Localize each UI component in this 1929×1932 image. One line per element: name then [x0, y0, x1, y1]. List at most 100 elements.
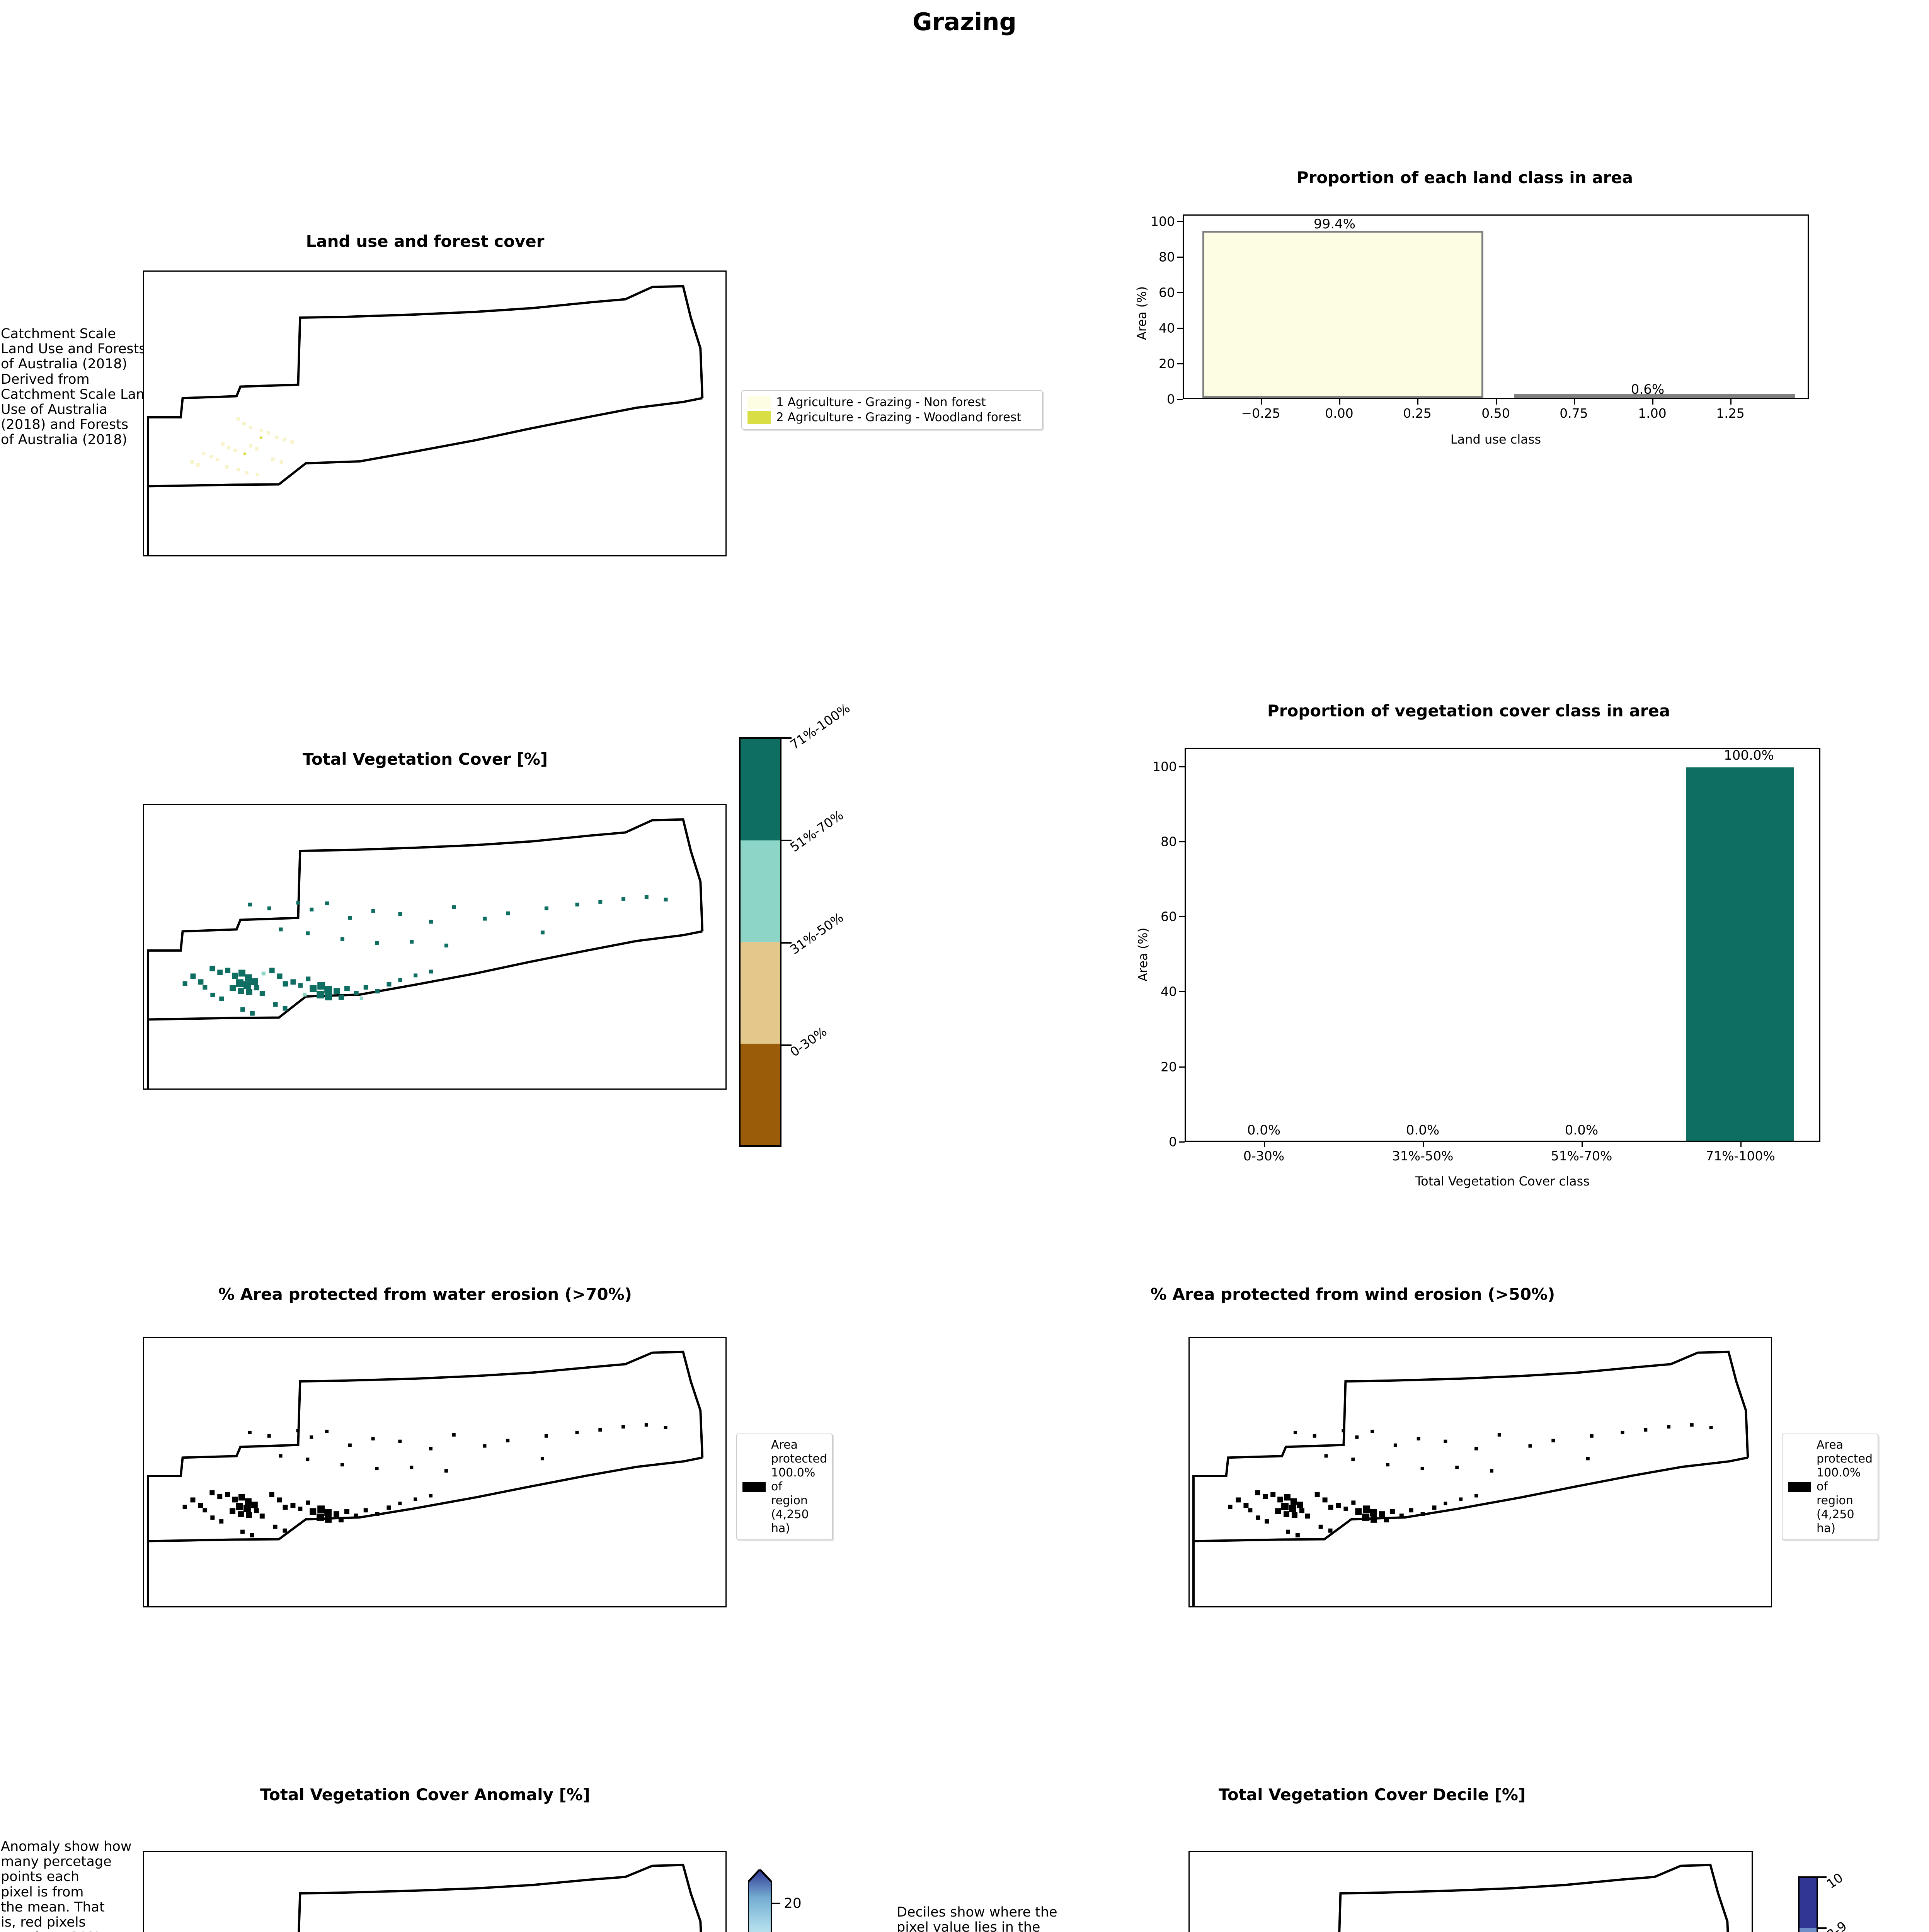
ytickmark-80: [1177, 257, 1183, 258]
cbar-label-71-100: 71%-100%: [787, 700, 853, 753]
land-use-legend[interactable]: 1 Agriculture - Grazing - Non forest 2 A…: [741, 390, 1043, 430]
veg-ytick-0: 0: [1169, 1134, 1177, 1150]
veg-cover-colorbar[interactable]: [739, 737, 781, 1147]
water-erosion-map[interactable]: [143, 1337, 727, 1607]
xtickmark-3: [1496, 399, 1497, 405]
wind-erosion-legend-swatch: [1788, 1482, 1811, 1492]
land-use-pixels: [190, 417, 294, 476]
ytickmark-60: [1177, 292, 1183, 293]
decile-label-8-9: 8-9: [1823, 1918, 1850, 1932]
cbar-label-51-70: 51%-70%: [787, 807, 846, 855]
decile-map[interactable]: [1188, 1851, 1753, 1932]
veg-cover-map-svg: [146, 818, 704, 1088]
wind-erosion-legend-item[interactable]: Area protected 100.0% of region (4,250 h…: [1788, 1438, 1873, 1536]
veg-ytick-20: 20: [1161, 1059, 1177, 1075]
decile-colorbar[interactable]: [1798, 1876, 1818, 1932]
land-class-chart-title: Proportion of each land class in area: [1296, 168, 1633, 187]
land-use-map-svg: [146, 285, 704, 555]
ytickmark-40: [1177, 328, 1183, 329]
veg-class-ylabel: Area (%): [1136, 927, 1150, 981]
land-class-bar-chart: Proportion of each land class in area 0 …: [1113, 155, 1847, 638]
veg-cover-map[interactable]: [143, 804, 727, 1090]
ytickmark-20: [1177, 363, 1183, 364]
decile-explainer: Deciles show where the pixel value lies …: [897, 1905, 1057, 1932]
bar-land-class-0[interactable]: [1202, 231, 1483, 398]
water-erosion-legend[interactable]: Area protected 100.0% of region (4,250 h…: [736, 1434, 833, 1540]
veg-ytickmark-20: [1179, 1066, 1185, 1068]
xtick-label-4: 0.75: [1560, 406, 1588, 421]
decile-label-10: 10: [1823, 1870, 1846, 1892]
land-use-map[interactable]: [143, 270, 727, 556]
veg-class-chart-title: Proportion of vegetation cover class in …: [1267, 701, 1670, 720]
veg-ytickmark-0: [1179, 1141, 1185, 1143]
veg-xtick-label-1: 31%-50%: [1392, 1148, 1454, 1163]
xtickmark-5: [1652, 399, 1653, 405]
xtick-label-6: 1.25: [1716, 406, 1745, 421]
cbar-seg-0-30: [741, 1044, 780, 1145]
cbar-tick-3: [781, 1044, 792, 1046]
cbar-seg-31-50: [741, 942, 780, 1044]
ytick-80: 80: [1159, 249, 1175, 265]
xtick-label-1: 0.00: [1325, 406, 1354, 421]
veg-xtickmark-3: [1740, 1142, 1742, 1147]
veg-xtick-label-0: 0-30%: [1243, 1148, 1285, 1163]
cbar-label-0-30: 0-30%: [787, 1024, 830, 1060]
anomaly-label-20: 20: [784, 1895, 802, 1912]
anomaly-tick-20: [772, 1903, 780, 1904]
ytick-0: 0: [1167, 391, 1175, 407]
wind-erosion-legend[interactable]: Area protected 100.0% of region (4,250 h…: [1782, 1434, 1878, 1540]
veg-ytickmark-60: [1179, 916, 1185, 917]
land-use-panel-title: Land use and forest cover: [306, 232, 545, 251]
decile-map-svg: [1338, 1864, 1729, 1932]
wind-erosion-map[interactable]: [1188, 1337, 1772, 1607]
anomaly-map-svg: [298, 1864, 702, 1932]
veg-cover-panel-title: Total Vegetation Cover [%]: [302, 750, 548, 769]
ytick-40: 40: [1159, 320, 1175, 336]
cbar-seg-51-70: [741, 840, 780, 942]
legend-item-0[interactable]: 1 Agriculture - Grazing - Non forest: [747, 395, 1037, 410]
water-erosion-legend-swatch: [742, 1482, 766, 1492]
wind-erosion-map-svg: [1192, 1350, 1749, 1606]
veg-class-plot-area[interactable]: [1185, 748, 1820, 1142]
xtick-label-0: −0.25: [1241, 406, 1280, 421]
cbar-seg-71-100: [741, 739, 780, 840]
cbar-tick-1: [781, 840, 792, 841]
veg-ytick-60: 60: [1161, 909, 1177, 924]
land-class-xlabel: Land use class: [1450, 432, 1541, 447]
water-erosion-legend-label: Area protected 100.0% of region (4,250 h…: [771, 1438, 827, 1535]
ytick-60: 60: [1159, 285, 1175, 300]
ytick-20: 20: [1159, 356, 1175, 371]
veg-xtickmark-2: [1582, 1142, 1583, 1147]
decile-seg-8-9: [1800, 1928, 1817, 1932]
erosion-protected-pixels: [1228, 1423, 1713, 1537]
water-erosion-map-svg: [146, 1350, 704, 1606]
ytick-100: 100: [1151, 214, 1175, 229]
legend-item-1[interactable]: 2 Agriculture - Grazing - Woodland fores…: [747, 410, 1037, 425]
land-use-source-note: Catchment Scale Land Use and Forests of …: [1, 326, 153, 448]
anomaly-map[interactable]: [143, 1851, 727, 1932]
veg-ytick-100: 100: [1153, 759, 1177, 774]
decile-tick-1: [1818, 1927, 1827, 1929]
legend-swatch-woodland: [747, 411, 771, 424]
cbar-tick-top: [781, 737, 792, 739]
erosion-protected-pixels: [182, 1423, 667, 1537]
legend-swatch-nonforest: [747, 396, 771, 409]
xtickmark-4: [1574, 399, 1575, 405]
land-class-plot-area[interactable]: [1183, 214, 1809, 399]
cbar-label-31-50: 31%-50%: [787, 910, 846, 957]
bar-land-class-1[interactable]: [1514, 394, 1795, 398]
page-title: Grazing: [912, 8, 1017, 36]
decile-seg-10: [1800, 1878, 1817, 1929]
bar-veg-class-3[interactable]: [1686, 767, 1794, 1141]
veg-ytick-40: 40: [1161, 984, 1177, 999]
water-erosion-legend-item[interactable]: Area protected 100.0% of region (4,250 h…: [742, 1438, 827, 1536]
anomaly-colorbar[interactable]: [748, 1869, 772, 1932]
veg-ytick-80: 80: [1161, 834, 1177, 849]
veg-bar-label-0: 0.0%: [1247, 1122, 1281, 1138]
decile-tick-top: [1818, 1876, 1827, 1878]
xtick-label-5: 1.00: [1638, 406, 1667, 421]
xtickmark-0: [1261, 399, 1262, 405]
xtick-label-2: 0.25: [1403, 406, 1432, 421]
cbar-tick-2: [781, 942, 792, 944]
